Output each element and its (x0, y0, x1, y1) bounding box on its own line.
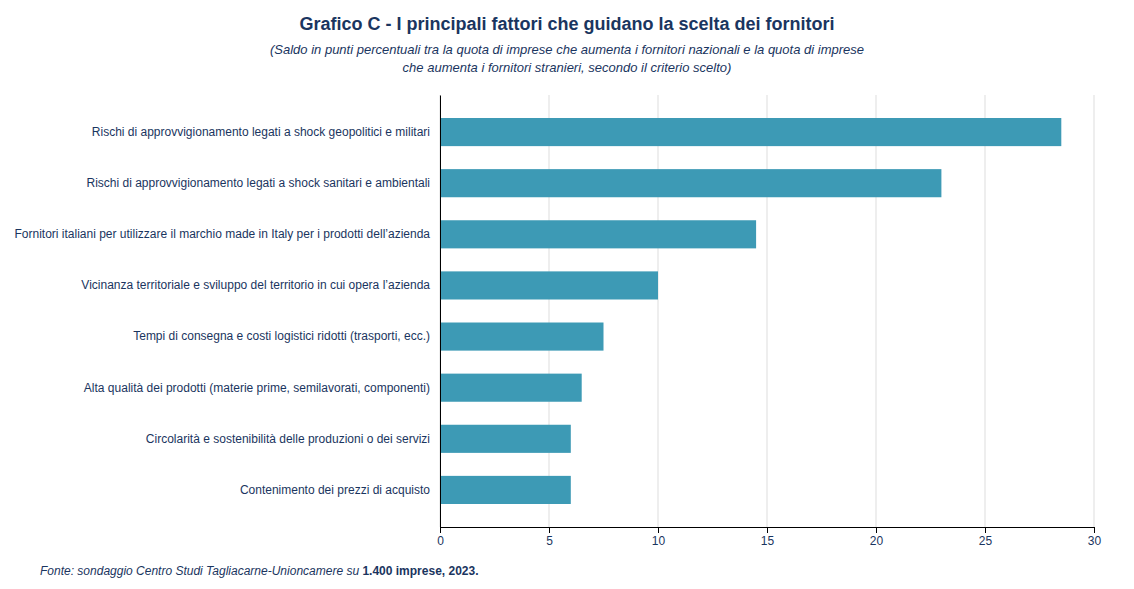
x-tick-label: 25 (979, 534, 993, 548)
x-tick: 15 (761, 527, 775, 548)
x-axis-line (441, 528, 1095, 534)
x-tick-label: 10 (652, 534, 666, 548)
x-tick-label: 5 (546, 534, 553, 548)
x-tick-mark (440, 527, 441, 533)
y-axis-line (440, 96, 441, 528)
y-tick: Alta qualità dei prodotti (materie prime… (84, 381, 440, 395)
category-label: Circolarità e sostenibilità delle produz… (146, 432, 430, 446)
category-label: Contenimento dei prezzi di acquisto (240, 483, 430, 497)
x-tick: 25 (979, 527, 993, 548)
title: Grafico C - I principali fattori che gui… (299, 14, 834, 34)
grid-line (658, 95, 659, 527)
category-label: Rischi di approvvigionamento legati a sh… (86, 176, 430, 190)
grid-line (767, 95, 768, 527)
x-tick-mark (767, 527, 768, 533)
x-tick-mark (876, 527, 877, 533)
bar (440, 220, 756, 248)
y-tick: Vicinanza territoriale e sviluppo del te… (81, 278, 440, 292)
x-tick-mark (1094, 527, 1095, 533)
x-tick-mark (985, 527, 986, 533)
x-tick: 5 (546, 527, 553, 548)
category-label: Fornitori italiani per utilizzare il mar… (14, 227, 430, 241)
footer: Fonte: sondaggio Centro Studi Tagliacarn… (40, 564, 479, 578)
subtitle: (Saldo in punti percentuali tra la quota… (270, 42, 864, 57)
y-tick: Fornitori italiani per utilizzare il mar… (14, 227, 440, 241)
x-tick-mark (658, 527, 659, 533)
x-tick: 10 (652, 527, 666, 548)
category-label: Rischi di approvvigionamento legati a sh… (92, 125, 430, 139)
bar (440, 425, 571, 453)
grid-line (985, 95, 986, 527)
y-tick: Tempi di consegna e costi logistici rido… (133, 329, 440, 343)
footer-part: Fonte: sondaggio Centro Studi Tagliacarn… (40, 564, 362, 578)
x-tick-label: 15 (761, 534, 775, 548)
grid-line (549, 95, 550, 527)
y-tick: Rischi di approvvigionamento legati a sh… (92, 125, 440, 139)
grid-line (876, 95, 877, 527)
bar (440, 476, 571, 504)
bar (440, 323, 604, 351)
x-tick-label: 30 (1088, 534, 1102, 548)
x-axis: 0 5 10 15 20 25 30 (437, 527, 1101, 548)
category-label: Vicinanza territoriale e sviluppo del te… (81, 278, 430, 292)
x-tick-label: 20 (870, 534, 884, 548)
grid-line (1094, 95, 1095, 527)
footer-part: 1.400 imprese, 2023. (362, 564, 478, 578)
plot: 0 5 10 15 20 25 30 Contenimento dei prezzi di a… (14, 95, 1101, 548)
bars (440, 118, 1061, 504)
y-tick: Rischi di approvvigionamento legati a sh… (86, 176, 440, 190)
grid (440, 95, 1094, 527)
bar (440, 374, 582, 402)
y-axis: Contenimento dei prezzi di acquisto Circo… (14, 96, 440, 528)
category-label: Tempi di consegna e costi logistici rido… (133, 329, 430, 343)
x-tick-label: 0 (437, 534, 444, 548)
chart: Grafico C - I principali fattori che gui… (0, 0, 1134, 589)
subtitle: che aumenta i fornitori stranieri, secon… (403, 60, 732, 75)
bar (440, 118, 1061, 146)
x-tick: 0 (437, 527, 444, 548)
x-tick-mark (549, 527, 550, 533)
grid-line (440, 95, 441, 527)
y-tick: Contenimento dei prezzi di acquisto (240, 483, 440, 497)
x-tick: 30 (1088, 527, 1102, 548)
bar (440, 169, 941, 197)
x-tick: 20 (870, 527, 884, 548)
y-tick: Circolarità e sostenibilità delle produz… (146, 432, 440, 446)
category-label: Alta qualità dei prodotti (materie prime… (84, 381, 430, 395)
bar (440, 271, 658, 299)
